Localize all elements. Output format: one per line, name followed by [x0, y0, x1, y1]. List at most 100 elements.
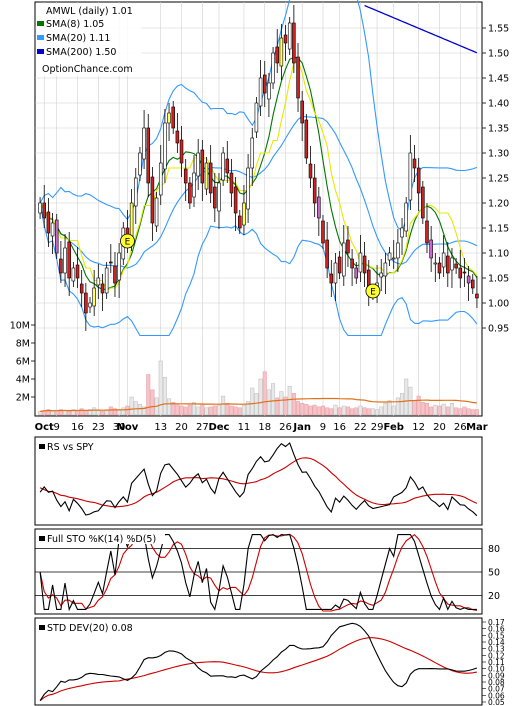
candle-body — [350, 258, 354, 269]
volume-tick-label: 8M — [16, 339, 30, 350]
candle-body — [196, 152, 200, 177]
std-tick-label: 0.16 — [488, 625, 505, 634]
volume-bar — [46, 409, 51, 416]
time-tick-label: 11 — [238, 422, 251, 433]
volume-bar — [308, 405, 313, 416]
volume-bar — [179, 405, 184, 416]
volume-bar — [271, 383, 276, 416]
volume-tick-label: 4M — [16, 375, 30, 386]
candle-body — [134, 177, 138, 207]
candle-body — [466, 275, 471, 284]
volume-bar — [358, 405, 363, 416]
candle-body — [38, 202, 42, 214]
candle-body — [400, 227, 404, 238]
volume-bar — [395, 397, 400, 416]
volume-bar — [296, 401, 301, 416]
candle-body — [471, 279, 475, 289]
time-tick-label: 12 — [412, 422, 425, 433]
volume-bar — [375, 409, 380, 416]
candle-body — [158, 162, 163, 196]
volume-bar — [175, 403, 180, 416]
candle-body — [142, 127, 146, 160]
volume-bar — [250, 387, 255, 416]
time-tick-label: 20 — [433, 422, 446, 433]
volume-bar — [79, 408, 84, 416]
volume-bar — [304, 403, 309, 416]
candle-body — [429, 239, 433, 259]
std-tick-label: 0.11 — [488, 658, 505, 667]
candle-body — [104, 267, 109, 294]
legend-sma8: SMA(8) 1.05 — [46, 19, 104, 30]
price-tick-label: 1.35 — [488, 124, 509, 135]
volume-bar — [129, 396, 134, 416]
legend-swatch-sma20 — [37, 35, 44, 40]
sto-panel-label: Full STO %K(14) %D(5) — [47, 534, 156, 545]
candle-body — [458, 267, 463, 279]
candle-body — [287, 22, 292, 50]
price-tick-label: 1.05 — [488, 274, 509, 285]
volume-bar — [474, 409, 479, 416]
candle-body — [271, 52, 275, 84]
std-tick-label: 0.09 — [488, 671, 505, 680]
volume-bar — [225, 403, 230, 416]
candle-body — [387, 252, 392, 261]
volume-bar — [92, 407, 97, 416]
price-tick-label: 1.10 — [488, 249, 509, 260]
candle-body — [138, 152, 142, 176]
candle-body — [283, 34, 288, 44]
sma8-line — [39, 56, 478, 290]
candle-body — [229, 172, 234, 194]
volume-bar — [208, 406, 213, 416]
volume-bar — [345, 406, 350, 416]
time-tick-label: 18 — [258, 422, 271, 433]
sto-tick-label: 20 — [488, 591, 500, 602]
volume-bar — [458, 408, 463, 416]
candle-body — [433, 262, 438, 265]
volume-bar — [291, 393, 296, 416]
std-average-line — [39, 637, 477, 702]
volume-bar — [325, 407, 330, 416]
std-tick-label: 0.07 — [488, 685, 505, 694]
volume-bar — [320, 405, 325, 416]
time-tick-label: Mar — [466, 422, 488, 433]
price-tick-label: 1.45 — [488, 74, 509, 85]
indicator-panels: 8050200.170.160.150.140.130.120.110.100.… — [35, 442, 505, 706]
price-tick-label: 1.30 — [488, 149, 509, 160]
candle-body — [75, 264, 80, 279]
candle-body — [88, 302, 92, 308]
candle-body — [217, 182, 221, 212]
time-tick-label: Feb — [384, 422, 404, 433]
volume-bar — [158, 360, 163, 416]
candle-body — [42, 202, 46, 219]
candle-body — [258, 77, 263, 107]
candle-body — [238, 215, 242, 229]
legend: AMWL (daily) 1.01 SMA(8) 1.05 SMA(20) 1.… — [37, 4, 141, 76]
std-tick-label: 0.15 — [488, 631, 505, 640]
volume-bar — [108, 406, 113, 416]
candles — [38, 5, 479, 331]
volume-bar — [454, 407, 459, 416]
std-tick-label: 0.14 — [488, 638, 505, 647]
std-tick-label: 0.05 — [488, 698, 505, 706]
candle-body — [100, 283, 105, 294]
candle-body — [154, 197, 159, 227]
sto-tick-label: 50 — [488, 568, 500, 579]
candle-body — [333, 262, 338, 284]
volume-bar — [71, 409, 76, 416]
volume-bar — [341, 405, 346, 416]
volume-bar — [400, 393, 405, 416]
legend-swatch-sma8 — [37, 21, 44, 26]
volume-bar — [466, 408, 471, 416]
candle-body — [233, 186, 238, 214]
volume-bar — [275, 397, 280, 416]
candle-body — [292, 22, 296, 64]
volume-bar — [287, 385, 292, 416]
rs-panel-label: RS vs SPY — [47, 442, 94, 453]
volume-bar — [121, 407, 126, 416]
legend-swatch-sma200 — [37, 49, 44, 54]
candle-body — [379, 272, 383, 278]
axes: 1.55 1.50 1.45 1.40 1.35 1.30 1.25 1.20 1.15 1.10… — [10, 24, 509, 434]
watermark: OptionChance.com — [42, 64, 133, 75]
volume-bar — [362, 407, 367, 416]
volume-bar — [370, 408, 375, 416]
